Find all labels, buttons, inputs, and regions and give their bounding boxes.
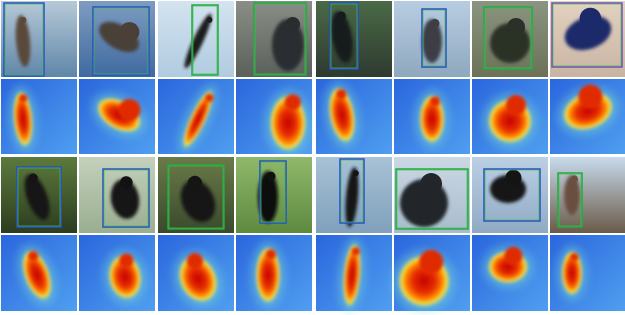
heatmap-head	[570, 253, 578, 261]
heatmap	[1, 235, 77, 311]
heatmap	[392, 235, 470, 313]
photo	[394, 157, 470, 233]
heatmap-head	[285, 94, 301, 110]
heatmap	[550, 78, 625, 155]
figure-grid	[0, 0, 625, 315]
heatmap	[472, 79, 548, 155]
heatmap-head	[419, 250, 443, 274]
photo	[158, 157, 234, 233]
separator-horizontal	[0, 154, 625, 156]
heatmap	[158, 235, 234, 315]
heatmap	[236, 235, 312, 311]
photo	[1, 1, 77, 77]
heatmap	[550, 235, 625, 311]
heatmap-head	[430, 96, 440, 106]
separator-vertical	[313, 0, 315, 315]
heatmap-head	[506, 95, 526, 115]
photo	[550, 157, 625, 233]
heatmap	[236, 79, 312, 157]
bird-head	[286, 17, 300, 31]
photo	[316, 1, 392, 77]
photo	[472, 157, 548, 233]
photo-background	[316, 1, 392, 77]
bird-head	[267, 172, 276, 181]
heatmap	[316, 235, 392, 314]
heatmap	[1, 79, 77, 155]
photo-background	[1, 1, 77, 77]
heatmap-head	[266, 249, 276, 259]
photo	[236, 157, 312, 233]
heatmap	[316, 78, 392, 155]
heatmap	[472, 235, 548, 311]
photo-background	[550, 157, 625, 233]
bird-head	[431, 19, 440, 28]
photo	[394, 1, 470, 77]
heatmap	[79, 79, 155, 155]
page: (() => { const svg = document.getElement…	[0, 0, 625, 315]
photo	[79, 1, 155, 77]
bird-head	[571, 175, 578, 182]
photo	[236, 1, 312, 77]
heatmap	[394, 79, 470, 155]
photo	[550, 1, 625, 77]
photo	[158, 1, 234, 77]
bird-head	[505, 170, 521, 186]
photo	[316, 157, 392, 233]
photo	[472, 1, 548, 77]
bird-head	[420, 173, 442, 195]
heatmap-head	[504, 247, 522, 265]
photo	[1, 157, 77, 233]
bird-head	[507, 18, 525, 36]
heatmap	[79, 235, 155, 311]
photo	[79, 157, 155, 233]
heatmap	[158, 79, 234, 159]
